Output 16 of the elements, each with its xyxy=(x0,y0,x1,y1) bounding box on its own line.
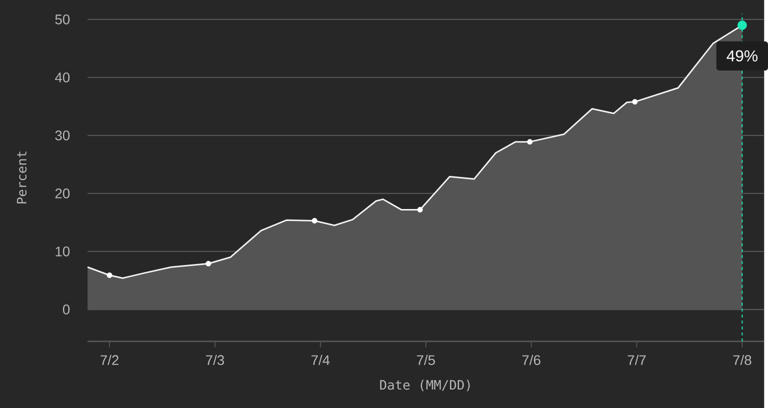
y-axis-title: Percent xyxy=(16,152,27,204)
y-tick-label: 20 xyxy=(55,188,70,198)
annotation: 49% xyxy=(726,50,758,62)
y-tick-label: 40 xyxy=(55,72,70,82)
y-tick-label: 10 xyxy=(56,246,70,256)
x-axis-title: Date (MM/DD) xyxy=(380,380,470,392)
x-tick-label: 7/3 xyxy=(206,354,224,366)
y-tick-label: 30 xyxy=(55,130,70,140)
y-tick-label: 0 xyxy=(62,304,70,314)
x-tick-label: 7/6 xyxy=(522,354,540,366)
x-tick-label: 7/2 xyxy=(100,354,118,366)
x-tick-label: 7/4 xyxy=(311,354,330,366)
y-tick-label: 50 xyxy=(55,14,70,24)
x-tick-label: 7/7 xyxy=(628,354,646,366)
x-tick-label: 7/5 xyxy=(416,354,435,366)
x-tick-label: 7/8 xyxy=(733,354,752,366)
